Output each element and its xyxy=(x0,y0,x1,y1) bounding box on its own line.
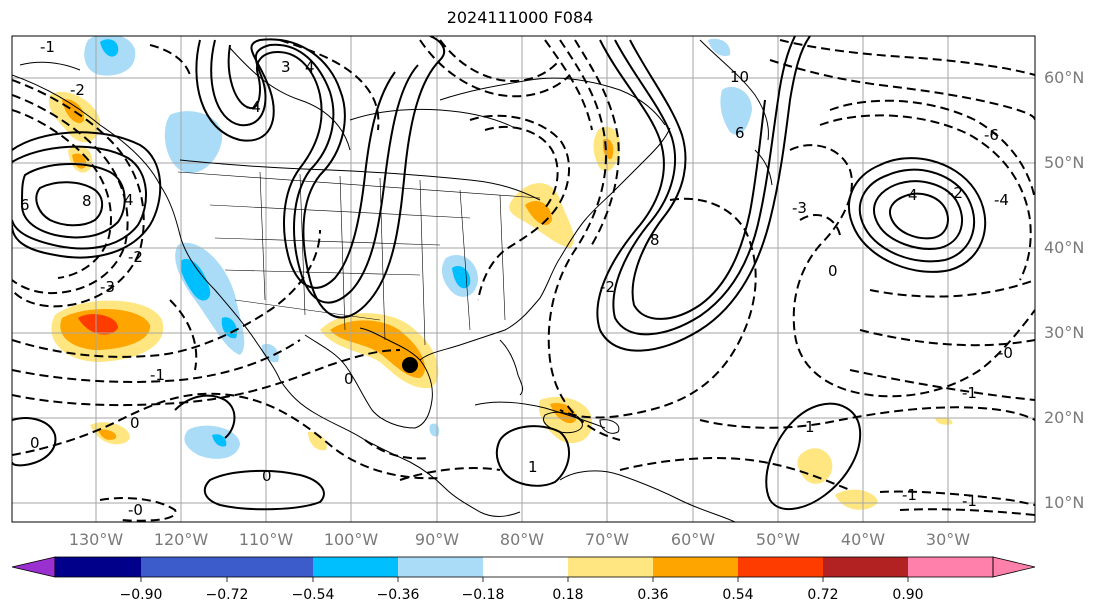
lat-label: 40°N xyxy=(1044,238,1085,257)
contour-label: 8 xyxy=(82,192,92,210)
contour-label: -3 xyxy=(100,278,115,296)
contour-label: 3 xyxy=(281,58,291,76)
colorbar-segment xyxy=(55,557,141,577)
contour-label: -1 xyxy=(962,492,977,510)
contour-label: 1 xyxy=(805,418,815,436)
colorbar-segment xyxy=(398,557,483,577)
political-borders xyxy=(177,171,541,346)
contour-label: 0 xyxy=(828,262,838,280)
contour-label: -4 xyxy=(994,191,1009,209)
lat-label: 50°N xyxy=(1044,153,1085,172)
lon-label: 80°W xyxy=(499,530,545,549)
lat-label: 60°N xyxy=(1044,68,1085,87)
colorbar-extend-low xyxy=(11,556,56,578)
contour-label: 1 xyxy=(528,458,538,476)
lon-label: 50°W xyxy=(755,530,801,549)
colorbar-segment xyxy=(738,557,823,577)
negative-contours xyxy=(12,39,1035,522)
colorbar-tick-label: −0.54 xyxy=(291,587,335,603)
colorbar-tick-label: 0.54 xyxy=(722,587,754,603)
lon-label: 130°W xyxy=(68,530,124,549)
colorbar-segment xyxy=(483,557,568,577)
contour-label: 0 xyxy=(30,434,40,452)
contour-label: -1 xyxy=(150,366,165,384)
lat-label: 20°N xyxy=(1044,408,1085,427)
colorbar-segment xyxy=(227,557,313,577)
lon-label: 40°W xyxy=(840,530,886,549)
colorbar-tick-label: 0.90 xyxy=(892,587,924,603)
lon-label: 100°W xyxy=(323,530,379,549)
contour-label: -2 xyxy=(600,278,615,296)
lon-label: 70°W xyxy=(584,530,630,549)
colorbar xyxy=(11,556,1036,582)
contour-label: -4 xyxy=(246,98,261,116)
contour-label: 10 xyxy=(730,68,749,86)
graticule xyxy=(12,36,1035,522)
lon-label: 60°W xyxy=(670,530,716,549)
storm-center-marker xyxy=(402,357,418,373)
lon-label: 90°W xyxy=(414,530,460,549)
contour-label: -1 xyxy=(962,384,977,402)
contour-label: 4 xyxy=(124,191,134,209)
contour-label: -0 xyxy=(998,344,1013,362)
contour-label: 6 xyxy=(20,196,30,214)
positive-contours xyxy=(12,36,987,511)
contour-label: 4 xyxy=(908,186,918,204)
colorbar-tick-label: −0.90 xyxy=(119,587,163,603)
lon-label: 110°W xyxy=(238,530,294,549)
contour-label: 4 xyxy=(305,58,315,76)
contour-label: 0 xyxy=(130,414,140,432)
colorbar-segment xyxy=(568,557,653,577)
shading-layer xyxy=(48,36,953,510)
lat-label: 10°N xyxy=(1044,493,1085,512)
contour-label: -6 xyxy=(984,126,999,144)
contour-label: -2 xyxy=(70,81,85,99)
colorbar-tick-label: −0.18 xyxy=(461,587,505,603)
colorbar-segment xyxy=(653,557,738,577)
colorbar-segment xyxy=(908,557,993,577)
lon-label: 120°W xyxy=(153,530,209,549)
contour-label: 0 xyxy=(344,370,354,388)
colorbar-tick-label: −0.36 xyxy=(376,587,420,603)
map-frame xyxy=(11,35,1036,523)
map-content: 3 4 6 8 4 8 10 6 4 1 1 -1 -2 -3 -2 -4 -1… xyxy=(12,36,1035,522)
lon-label: 30°W xyxy=(925,530,971,549)
map-title: 2024111000 F084 xyxy=(446,8,594,27)
contour-label: -3 xyxy=(792,199,807,217)
contour-label: 6 xyxy=(735,124,745,142)
colorbar-tick-label: 0.18 xyxy=(552,587,584,603)
contour-label: -2 xyxy=(948,184,963,202)
lat-label: 30°N xyxy=(1044,323,1085,342)
contour-label: -1 xyxy=(40,38,55,56)
colorbar-segment xyxy=(141,557,227,577)
contour-label-layer: 3 4 6 8 4 8 10 6 4 1 1 -1 -2 -3 -2 -4 -1… xyxy=(20,38,1013,519)
colorbar-tick-label: 0.36 xyxy=(637,587,669,603)
contour-label: 8 xyxy=(650,231,660,249)
colorbar-segment xyxy=(823,557,908,577)
colorbar-tick-label: −0.72 xyxy=(205,587,249,603)
contour-label: 0 xyxy=(262,467,272,485)
colorbar-outline xyxy=(54,556,994,578)
colorbar-segment xyxy=(313,557,398,577)
colorbar-extend-high xyxy=(992,556,1036,578)
contour-label: -2 xyxy=(128,248,143,266)
contour-label: -0 xyxy=(128,501,143,519)
colorbar-tick-label: 0.72 xyxy=(807,587,839,603)
contour-label: -1 xyxy=(902,486,917,504)
